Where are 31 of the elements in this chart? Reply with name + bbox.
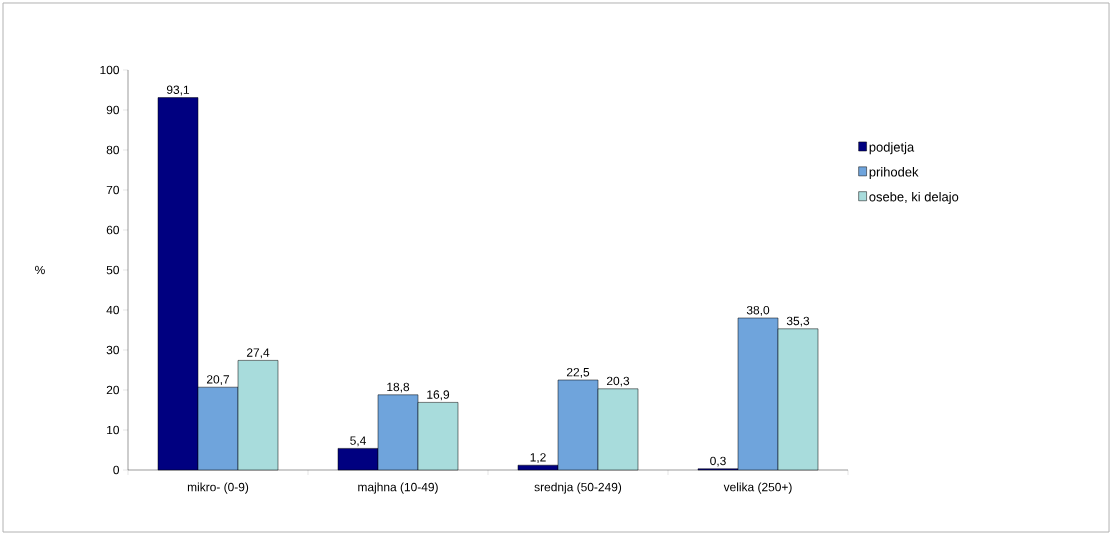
y-tick-label: 20 xyxy=(106,385,120,395)
y-tick-label: 0 xyxy=(113,465,120,475)
y-tick-label: 100 xyxy=(100,65,120,75)
y-tick-label: 50 xyxy=(106,265,120,275)
y-tick-label: 70 xyxy=(106,185,120,195)
data-label: 20,7 xyxy=(206,375,230,385)
y-tick-label: 90 xyxy=(106,105,120,115)
legend-label: prihodek xyxy=(869,167,919,180)
legend-label: osebe, ki delajo xyxy=(869,191,959,204)
data-label: 20,3 xyxy=(606,376,630,387)
data-label: 38,0 xyxy=(746,305,770,316)
y-tick-label: 30 xyxy=(106,345,120,355)
x-tick-label: majhna (10-49) xyxy=(358,482,438,494)
data-label: 1,2 xyxy=(530,453,546,463)
data-label: 18,8 xyxy=(387,382,410,393)
y-tick-label: 40 xyxy=(106,305,120,315)
data-label: 35,3 xyxy=(786,316,810,327)
x-tick-label: mikro- (0-9) xyxy=(187,482,249,494)
y-tick-label: 60 xyxy=(106,225,120,235)
y-tick-label: 80 xyxy=(106,145,120,155)
x-tick-label: srednja (50-249) xyxy=(534,482,622,494)
data-label: 0,3 xyxy=(710,456,726,467)
data-label: 93,1 xyxy=(166,85,190,96)
data-label: 27,4 xyxy=(246,348,270,359)
legend-label: podjetja xyxy=(869,142,915,155)
data-label: 5,4 xyxy=(350,436,366,447)
data-label: 22,5 xyxy=(566,367,590,378)
data-label: 16,9 xyxy=(427,390,450,401)
y-tick-label: 10 xyxy=(107,425,120,435)
x-tick-label: velika (250+) xyxy=(723,482,792,494)
y-axis-title: % xyxy=(35,265,45,275)
